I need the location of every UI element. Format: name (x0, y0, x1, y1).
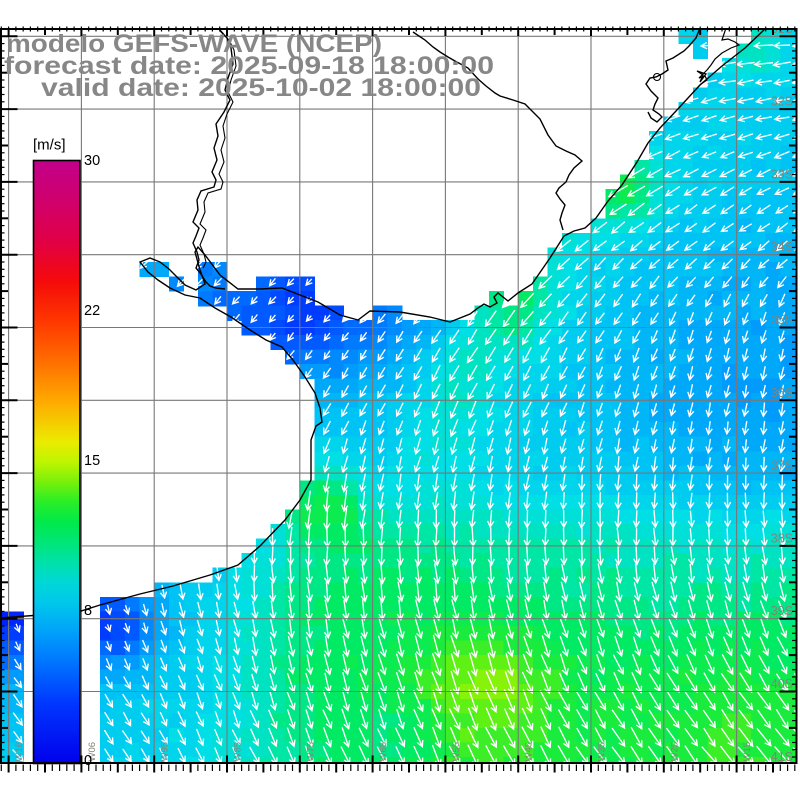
svg-text:W45: W45 (524, 742, 535, 762)
svg-text:32S: 32S (771, 95, 793, 109)
svg-text:34S: 34S (771, 240, 793, 254)
svg-text:30: 30 (84, 153, 100, 169)
svg-text:valid date: 2025-10-02 18:00:0: valid date: 2025-10-02 18:00:00 (41, 74, 481, 102)
svg-text:39S: 39S (771, 604, 793, 618)
svg-text:41S: 41S (771, 750, 793, 764)
svg-text:W16: W16 (14, 742, 25, 762)
svg-text:33S: 33S (771, 167, 793, 181)
svg-text:W75: W75 (305, 742, 316, 762)
svg-text:modelo GEFS-WAVE (NCEP): modelo GEFS-WAVE (NCEP) (6, 30, 382, 58)
svg-text:forecast date: 2025-09-18 18:0: forecast date: 2025-09-18 18:00:00 (4, 52, 494, 80)
svg-text:38S: 38S (771, 531, 793, 545)
svg-text:0: 0 (84, 753, 92, 769)
svg-text:31S: 31S (771, 22, 793, 36)
svg-text:W06: W06 (87, 742, 98, 762)
svg-text:22: 22 (84, 303, 100, 319)
svg-text:W85: W85 (233, 742, 244, 762)
svg-text:W55: W55 (451, 742, 462, 762)
svg-text:W95: W95 (160, 742, 171, 762)
svg-text:[m/s]: [m/s] (33, 137, 66, 154)
svg-text:40S: 40S (771, 677, 793, 691)
svg-text:15: 15 (84, 453, 100, 469)
svg-text:36S: 36S (771, 386, 793, 400)
svg-text:W25: W25 (669, 742, 680, 762)
svg-text:8: 8 (84, 603, 92, 619)
svg-text:W35: W35 (597, 742, 608, 762)
svg-text:W65: W65 (378, 742, 389, 762)
svg-text:35S: 35S (771, 313, 793, 327)
svg-text:W15: W15 (742, 742, 753, 762)
svg-text:37S: 37S (771, 459, 793, 473)
